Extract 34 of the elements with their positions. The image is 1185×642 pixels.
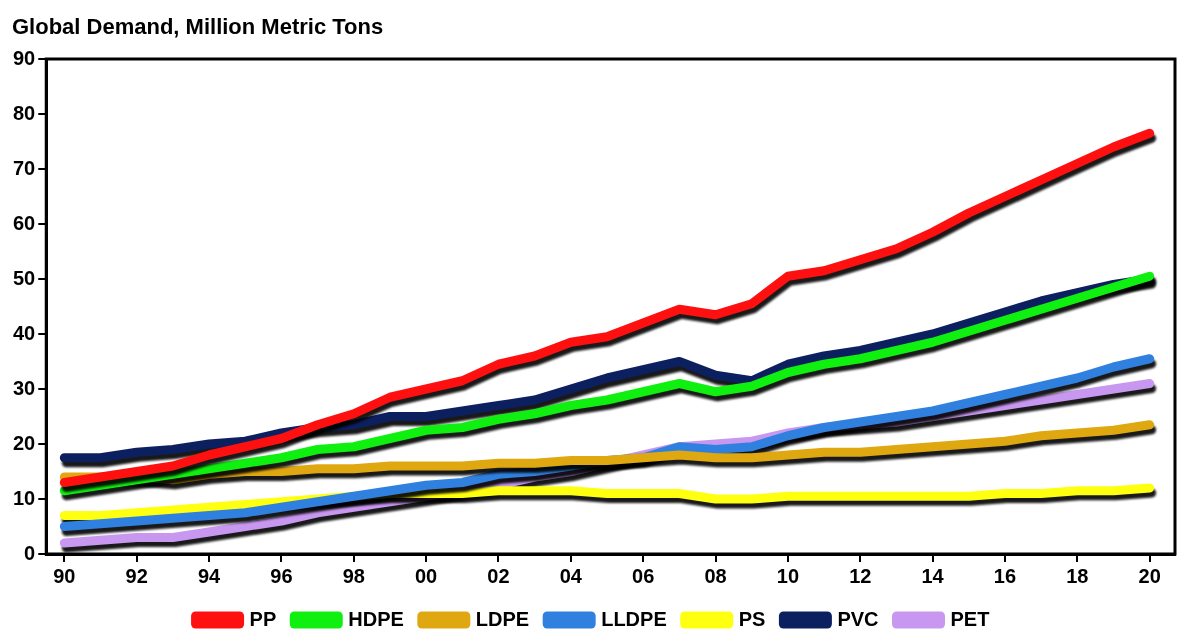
x-tick-label: 20 (1138, 564, 1161, 587)
y-tick-label: 60 (13, 211, 36, 234)
x-tick-label: 16 (993, 564, 1017, 587)
y-tick-label: 70 (13, 156, 36, 179)
legend-label: LLDPE (601, 607, 667, 630)
x-tick-label: 92 (125, 564, 148, 587)
legend-label: PP (249, 607, 277, 630)
x-tick-label: 08 (704, 564, 727, 587)
x-tick-label: 98 (342, 564, 365, 587)
y-tick-label: 50 (13, 266, 36, 289)
legend-label: LDPE (475, 607, 530, 630)
x-tick-label: 90 (53, 564, 76, 587)
chart-title: Global Demand, Million Metric Tons (12, 14, 384, 40)
x-tick-label: 18 (1066, 564, 1089, 587)
x-tick-label: 02 (487, 564, 510, 587)
x-tick-label: 12 (849, 564, 872, 587)
legend-label: PVC (837, 607, 879, 630)
x-tick-label: 00 (414, 564, 438, 587)
x-tick-label: 96 (270, 564, 293, 587)
y-tick-label: 90 (13, 46, 36, 69)
y-tick-label: 30 (13, 376, 36, 399)
legend-label: PET (950, 607, 990, 630)
legend-label: PS (738, 607, 766, 630)
y-tick-label: 0 (24, 541, 36, 564)
x-tick-label: 10 (776, 564, 800, 587)
y-tick-label: 40 (13, 321, 36, 344)
x-tick-label: 06 (632, 564, 655, 587)
x-tick-label: 04 (559, 564, 583, 587)
x-tick-label: 14 (921, 564, 945, 587)
legend-label: HDPE (348, 607, 404, 630)
y-tick-label: 10 (13, 486, 36, 509)
y-tick-label: 80 (13, 101, 36, 124)
x-tick-label: 94 (197, 564, 222, 587)
y-tick-label: 20 (13, 431, 36, 454)
